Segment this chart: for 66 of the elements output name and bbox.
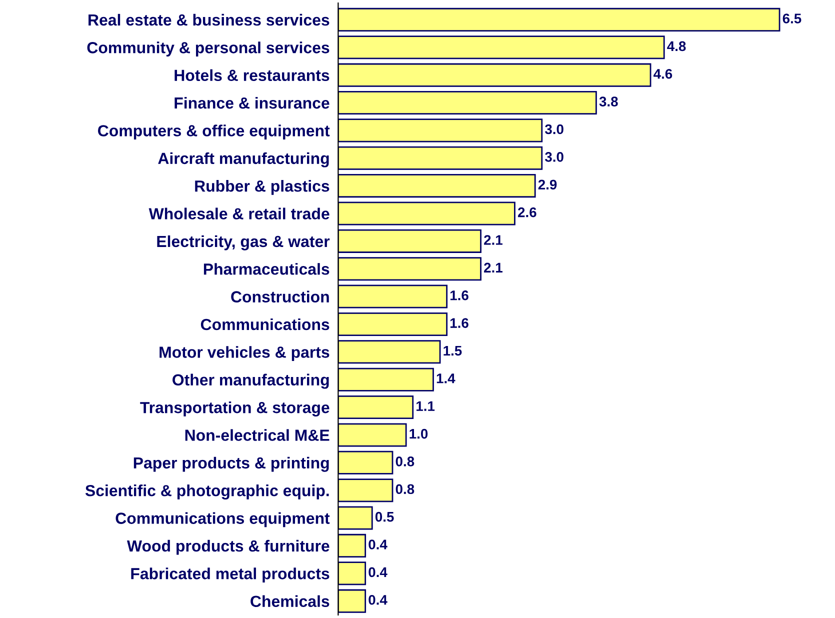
- bar: [338, 284, 448, 308]
- bar: [338, 202, 516, 226]
- bar: [338, 36, 665, 60]
- y-tick-label: Pharmaceuticals: [204, 263, 330, 275]
- y-tick-label: Communications: [200, 318, 330, 330]
- data-label: 0.4: [368, 567, 388, 578]
- bar: [338, 174, 536, 198]
- y-tick-label: Construction: [231, 290, 329, 302]
- data-label: 1.1: [416, 401, 435, 411]
- y-tick-label: Motor vehicles & parts: [160, 346, 330, 362]
- data-label: 1.6: [450, 290, 468, 300]
- y-tick-label: Electricity, gas & water: [157, 235, 330, 250]
- data-label: 0.8: [396, 456, 414, 466]
- y-tick-label: Chemicals: [250, 595, 330, 608]
- y-tick-label: Paper products & printing: [134, 456, 329, 472]
- y-tick-label: Hotels & restaurants: [174, 69, 330, 82]
- y-tick-label: Aircraft manufacturing: [158, 152, 329, 168]
- data-label: 3.0: [544, 152, 564, 162]
- bar: [338, 257, 482, 281]
- data-label: 0.5: [375, 512, 394, 522]
- data-label: 0.4: [368, 540, 388, 550]
- bar: [338, 450, 394, 474]
- data-label: 3.0: [544, 124, 564, 134]
- y-tick-label: Fabricated metal products: [131, 568, 330, 582]
- bar: [338, 312, 448, 336]
- y-tick-label: Finance & insurance: [174, 96, 330, 109]
- bar: [338, 90, 597, 115]
- data-label: 1.4: [436, 374, 456, 384]
- data-label: 4.6: [654, 68, 672, 79]
- y-tick-label: Wood products & furniture: [126, 540, 330, 555]
- bar: [338, 63, 652, 87]
- data-label: 6.5: [782, 14, 802, 24]
- y-tick-label: Community & personal services: [87, 42, 330, 56]
- bar: [338, 146, 543, 170]
- y-tick-label: Scientific & photographic equip.: [85, 484, 329, 500]
- data-label: 2.1: [484, 235, 502, 245]
- data-label: 1.6: [450, 318, 468, 328]
- data-label: 2.1: [484, 262, 502, 272]
- y-tick-label: Other manufacturing: [172, 374, 329, 389]
- bar: [338, 534, 366, 558]
- y-tick-label: Computers & office equipment: [98, 124, 330, 140]
- y-tick-label: Non-electrical M&E: [185, 429, 330, 441]
- bar: [338, 368, 434, 392]
- data-label: 1.5: [444, 346, 462, 356]
- data-label: 3.8: [599, 96, 618, 106]
- data-label: 2.6: [518, 207, 536, 218]
- bar: [338, 589, 366, 613]
- y-tick-label: Transportation & storage: [140, 401, 330, 416]
- bar: [338, 340, 441, 364]
- data-label: 0.4: [368, 594, 388, 605]
- bar: [338, 8, 780, 32]
- bar: [338, 423, 407, 447]
- bar: [338, 229, 482, 253]
- bar: [338, 118, 543, 142]
- bar: [338, 478, 394, 502]
- bar: [338, 562, 366, 586]
- y-tick-label: Rubber & plastics: [195, 180, 330, 195]
- y-tick-label: Communications equipment: [116, 512, 330, 528]
- data-label: 4.8: [667, 41, 686, 52]
- data-label: 0.8: [396, 484, 414, 494]
- data-label: 1.0: [410, 428, 428, 439]
- bar: [338, 396, 414, 420]
- bar: [338, 506, 373, 530]
- data-label: 2.9: [538, 180, 557, 190]
- y-tick-label: Wholesale & retail trade: [148, 208, 330, 220]
- y-tick-label: Real estate & business services: [88, 14, 330, 26]
